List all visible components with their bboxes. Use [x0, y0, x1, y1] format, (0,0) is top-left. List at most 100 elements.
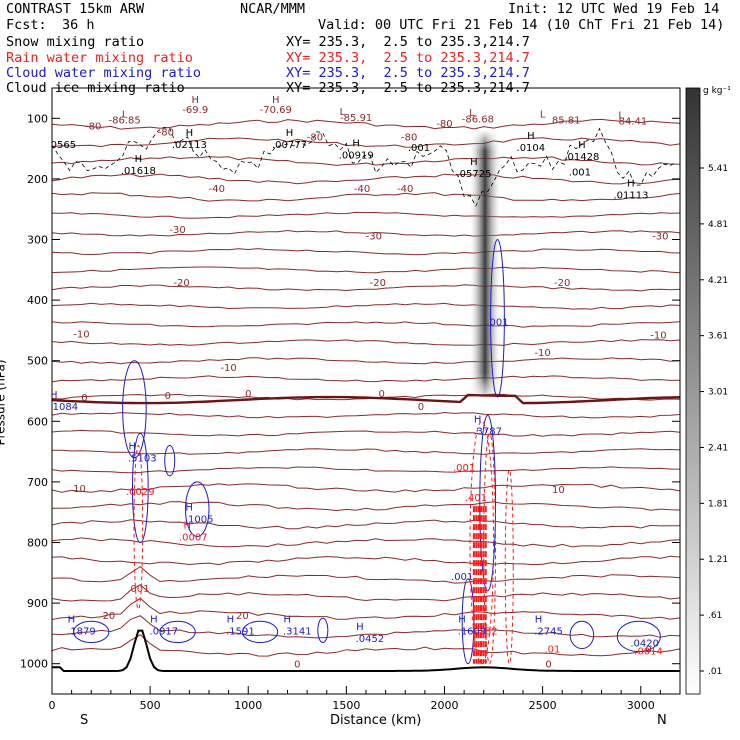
temperature-isoline: [52, 483, 680, 493]
x-tick-label: 2000: [431, 699, 459, 712]
y-tick-label: 700: [27, 476, 48, 489]
rain-water-value: .001: [453, 463, 475, 474]
y-tick-label: 500: [27, 355, 48, 368]
cloud-water-value: .2745: [534, 626, 563, 637]
temperature-label: 20: [103, 611, 116, 622]
temperature-isoline: [52, 375, 680, 383]
field-xy-snow: XY= 235.3, 2.5 to 235.3,214.7: [286, 34, 530, 50]
temperature-label: -10: [73, 329, 89, 340]
init-time: Init: 12 UTC Wed 19 Feb 14: [508, 1, 720, 17]
cloud-water-value: .1591: [226, 626, 255, 637]
temperature-label: 0: [379, 389, 385, 400]
cloud-water-value: .0452: [356, 634, 385, 645]
field-xy-rain: XY= 235.3, 2.5 to 235.3,214.7: [286, 50, 530, 66]
field-name-rain: Rain water mixing ratio: [6, 50, 193, 66]
cloud-water-max-marker: H: [356, 622, 364, 633]
cloud-water-max-marker: H: [535, 614, 543, 625]
cloud-water-max-marker: H: [68, 614, 76, 625]
temperature-isoline: [52, 321, 680, 328]
temperature-isoline: [52, 448, 680, 455]
temperature-isoline: [52, 156, 680, 166]
snow-extremum-marker: L: [340, 107, 346, 118]
cloud-water-max-marker: H: [150, 614, 158, 625]
temperature-isoline: [52, 429, 680, 437]
x-axis-right-end: N: [657, 713, 667, 728]
temperature-isoline: [52, 266, 680, 274]
cloud-water-max-marker: H: [284, 614, 292, 625]
cloud-ice-value: .00777: [272, 140, 307, 151]
cloud-ice-max-marker: H: [578, 140, 586, 151]
temperature-isoline: [52, 302, 680, 310]
cloud-water-value: .1879: [67, 626, 96, 637]
temperature-isoline: [52, 357, 680, 365]
cloud-water-contour: [164, 445, 176, 477]
temperature-isoline: [52, 173, 680, 185]
temperature-isoline: [52, 137, 680, 148]
cloud-water-value: .3141: [283, 626, 312, 637]
cloud-water-contour: [479, 414, 497, 592]
temperature-label: 0: [645, 645, 651, 656]
snow-extremum-value: -86.68: [462, 114, 494, 125]
rain-water-value: .01: [544, 645, 560, 656]
temperature-isoline: [52, 192, 680, 202]
temperature-label: 20: [236, 611, 249, 622]
cloud-ice-max-marker: H: [627, 179, 635, 190]
cloud-water-max-marker: H: [474, 414, 482, 425]
temperature-label: -80: [401, 132, 417, 143]
cloud-ice-max-marker: H: [527, 131, 535, 142]
cloud-water-contour: [616, 620, 661, 653]
temperature-isoline: [52, 519, 680, 530]
y-tick-label: 800: [27, 537, 48, 550]
cloud-water-value: .0917: [150, 626, 179, 637]
snow-shading-column: [470, 130, 500, 400]
cloud-water-value: .1005: [185, 514, 214, 525]
temperature-isoline: [52, 339, 680, 346]
rain-water-contour: [504, 469, 514, 665]
temperature-isoline: [52, 537, 680, 548]
valid-time: Valid: 00 UTC Fri 21 Feb 14 (10 ChT Fri …: [318, 17, 725, 33]
snow-extremum-value: -69.9: [182, 105, 208, 116]
snow-extremum-marker: H: [191, 95, 199, 106]
cloud-ice-value: .05725: [456, 169, 491, 180]
cloud-water-contour: [184, 481, 210, 537]
field-xy-cloud-water: XY= 235.3, 2.5 to 235.3,214.7: [286, 65, 530, 81]
cloud-ice-value: .01113: [613, 191, 648, 202]
snow-extremum-marker: L: [469, 108, 475, 119]
cloud-water-contour: [461, 578, 475, 665]
cloud-ice-value: .00919: [339, 151, 374, 162]
temperature-label: -80: [307, 132, 323, 143]
y-tick-label: 300: [27, 234, 48, 247]
cloud-ice-max-marker: H: [470, 157, 478, 168]
cloud-water-contour: [317, 617, 329, 643]
temperature-isoline: [52, 466, 680, 474]
snow-extremum-value: 84.41: [619, 117, 648, 128]
temperature-isoline: [52, 597, 680, 620]
cloud-water-max-marker: H: [185, 502, 193, 513]
temperature-label: -20: [370, 278, 386, 289]
model-title: CONTRAST 15km ARW: [6, 1, 145, 17]
forecast-label: Fcst:: [6, 17, 47, 33]
temperature-label: 0: [81, 393, 87, 404]
colorbar-unit: g kg⁻¹: [703, 86, 731, 96]
cloud-water-contour: [569, 620, 595, 650]
cloud-water-max-marker: H: [129, 442, 137, 453]
temperature-isoline: [52, 229, 680, 237]
colorbar-tick-label: 4.21: [708, 276, 728, 286]
field-name-snow: Snow mixing ratio: [6, 34, 145, 50]
cloud-water-contour: [122, 360, 147, 459]
temperature-isoline: [52, 501, 680, 512]
cloud-water-value: .0420: [630, 638, 659, 649]
cloud-ice-max-marker: H: [286, 128, 294, 139]
temperature-isoline: [52, 555, 680, 566]
freezing-level-line: [52, 393, 680, 405]
temperature-label: 0: [418, 402, 424, 413]
temperature-label: 0: [245, 389, 251, 400]
temperature-isoline: [52, 411, 680, 419]
x-tick-label: 1000: [234, 699, 262, 712]
y-axis-title: Pressure (hPa): [0, 359, 8, 446]
terrain-surface-line: [52, 629, 680, 672]
x-axis-title: Distance (km): [330, 713, 422, 728]
forecast-hour: 36 h: [62, 17, 95, 33]
rain-water-value: .001: [127, 584, 149, 595]
cloud-ice-contour: [52, 126, 677, 207]
